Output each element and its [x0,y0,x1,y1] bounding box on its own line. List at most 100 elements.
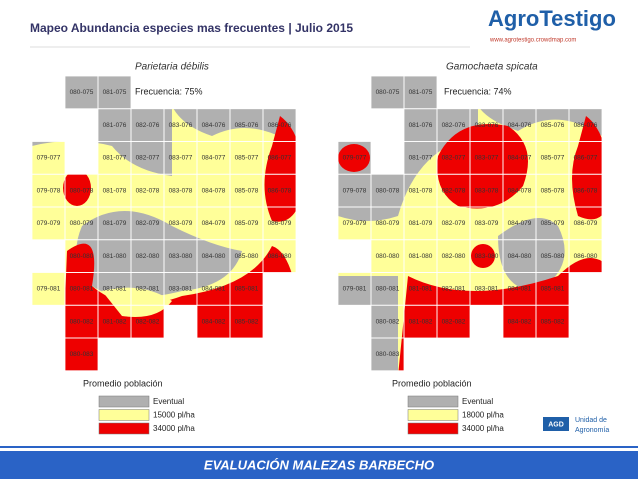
unit-name: Unidad de [575,417,607,424]
high-zone [338,144,370,172]
cell-label: 082-081 [442,286,466,293]
cell-label: 086-079 [574,220,598,227]
cell-label: 086-080 [574,253,598,260]
cell-label: 080-082 [70,318,94,325]
cell-label: 083-079 [475,220,499,227]
high-zone [437,124,528,209]
legend-title: Promedio población [83,378,163,388]
cell-label: 082-080 [442,253,466,260]
cell-label: 085-079 [541,220,565,227]
cell-label: 081-081 [409,286,433,293]
cell-label: 086-080 [268,253,292,260]
cell-label: 082-076 [442,122,466,129]
cell-border [568,239,603,273]
legend-label: 18000 pl/ha [462,411,504,420]
cell-label: 080-078 [70,187,94,194]
cell-label: 086-079 [268,220,292,227]
cell-label: 083-081 [475,286,499,293]
legend-label: 34000 pl/ha [462,424,504,433]
map: 080-075 081-075 081-076 082-076 083-076 084-0… [337,75,603,372]
mid-zone [102,287,172,317]
legend-swatch [407,422,459,435]
cell-label: 084-077 [202,155,226,162]
cell-label: 086-078 [268,187,292,194]
logo-url: www.agrotestigo.crowdmap.com [489,38,576,44]
grid-cell [131,174,164,207]
cell-label: 081-075 [103,89,127,96]
cell-label: 083-080 [169,253,193,260]
cell-border [370,337,405,372]
grid-cell [197,207,230,240]
banner-text: EVALUACIÓN MALEZAS BARBECHO [204,457,434,472]
species-name: Parietaria débilis [135,62,209,73]
low-zone [76,211,242,298]
cell-label: 084-079 [202,220,226,227]
cell-label: 079-079 [37,220,61,227]
cell-label: 083-076 [169,122,193,129]
cell-label: 081-077 [103,155,127,162]
cell-label: 080-079 [376,220,400,227]
cell-label: 080-075 [70,89,94,96]
cell-border [229,304,264,339]
slide-title: Mapeo Abundancia especies mas frecuentes… [30,21,353,35]
cell-label: 085-080 [541,253,565,260]
grid-cell [230,174,263,207]
agd-badge [543,417,569,431]
cell-label: 083-080 [475,253,499,260]
cell-label: 079-078 [343,187,367,194]
cell-label: 080-080 [376,253,400,260]
cell-label: 085-077 [541,155,565,162]
cell-label: 085-076 [541,122,565,129]
map: 080-075 081-075 081-076 082-076 083-076 084-0… [31,75,297,372]
cell-label: 084-081 [508,286,532,293]
cell-label: 084-080 [508,253,532,260]
legend-label: Eventual [153,397,184,406]
legend-label: 15000 pl/ha [153,411,195,420]
cell-label: 081-080 [103,253,127,260]
grid-cell [230,207,263,240]
grid-cell [536,174,569,207]
cell-label: 082-078 [442,187,466,194]
cell-label: 080-081 [376,286,400,293]
cell-label: 084-077 [508,155,532,162]
cell-label: 080-080 [70,253,94,260]
cell-label: 081-080 [409,253,433,260]
cell-border [436,304,471,339]
grid-cell [32,207,65,240]
cell-label: 086-078 [574,187,598,194]
cell-label: 082-077 [442,155,466,162]
cell-label: 081-077 [409,155,433,162]
legend-title: Promedio población [392,378,472,388]
cell-label: 085-076 [235,122,259,129]
cell-label: 081-079 [103,220,127,227]
cell-label: 083-077 [475,155,499,162]
cell-label: 081-079 [409,220,433,227]
cell-label: 079-079 [343,220,367,227]
unit-name: Agronomía [575,427,609,434]
cell-border [130,304,165,339]
cell-label: 081-081 [103,286,127,293]
legend-label: Eventual [462,397,493,406]
frequency: Frecuencia: 74% [444,86,512,96]
cell-label: 080-083 [70,351,94,358]
legend-swatch [98,409,150,421]
frequency: Frecuencia: 75% [135,86,203,96]
cell-label: 084-076 [202,122,226,129]
cell-label: 081-082 [103,318,127,325]
grid-cell [470,207,503,240]
cell-label: 083-076 [475,122,499,129]
cell-label: 082-081 [136,286,160,293]
cell-border [64,337,99,372]
cell-border [535,304,570,339]
grid-cell [32,141,65,175]
cell-label: 082-082 [136,318,160,325]
legend: Promedio población Eventual 18000 pl/ha 340… [392,378,504,435]
cell-label: 085-078 [541,187,565,194]
legend-swatch [407,395,459,408]
footer-rule [0,446,638,448]
cell-label: 084-082 [202,318,226,325]
cell-label: 080-082 [376,318,400,325]
cell-label: 085-080 [235,253,259,260]
cell-label: 079-077 [37,155,61,162]
cell-label: 082-076 [136,122,160,129]
